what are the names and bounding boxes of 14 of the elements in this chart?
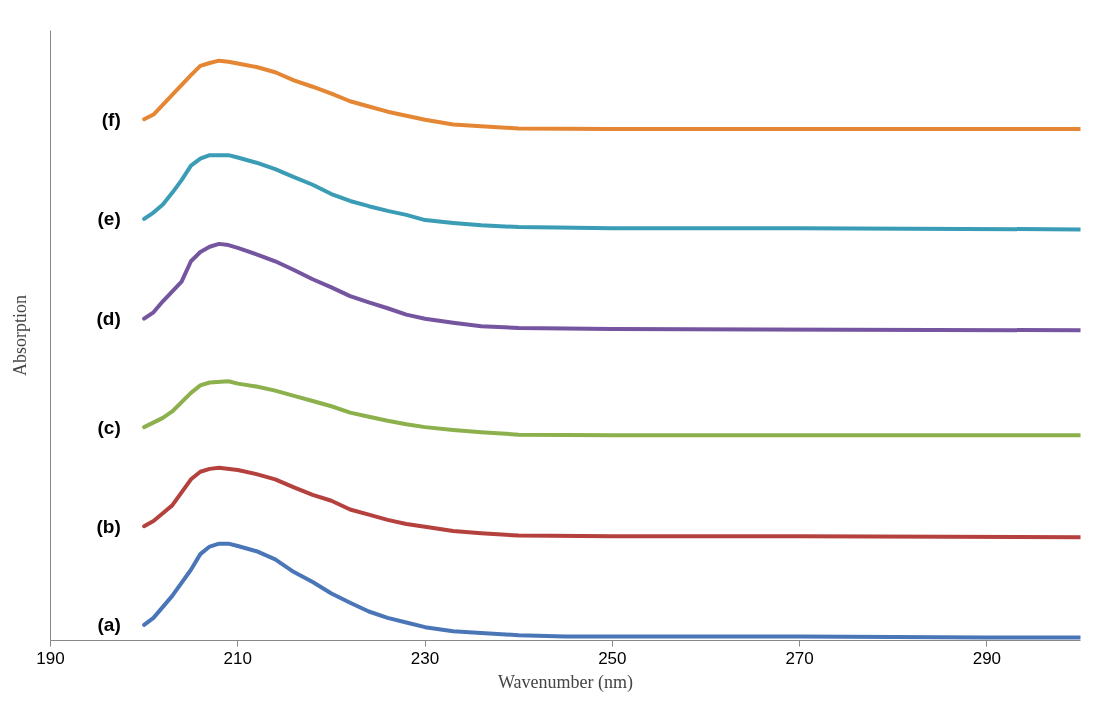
x-tick-label: 230 [410,648,440,668]
series-label: (e) [97,208,121,230]
series-label: (a) [97,614,121,636]
x-tick-label: 250 [598,648,627,668]
x-tick-label: 210 [223,648,252,668]
x-tick-label: 290 [972,648,1002,668]
series-label: (b) [96,515,121,537]
x-tick-label: 190 [36,648,65,668]
x-axis-title: Wavenumber (nm) [498,671,634,693]
y-axis-title: Absorption [9,295,30,376]
series-label: (f) [101,108,121,130]
series-label: (d) [96,308,121,330]
x-tick-label: 270 [785,648,814,668]
series-label: (c) [97,416,121,438]
